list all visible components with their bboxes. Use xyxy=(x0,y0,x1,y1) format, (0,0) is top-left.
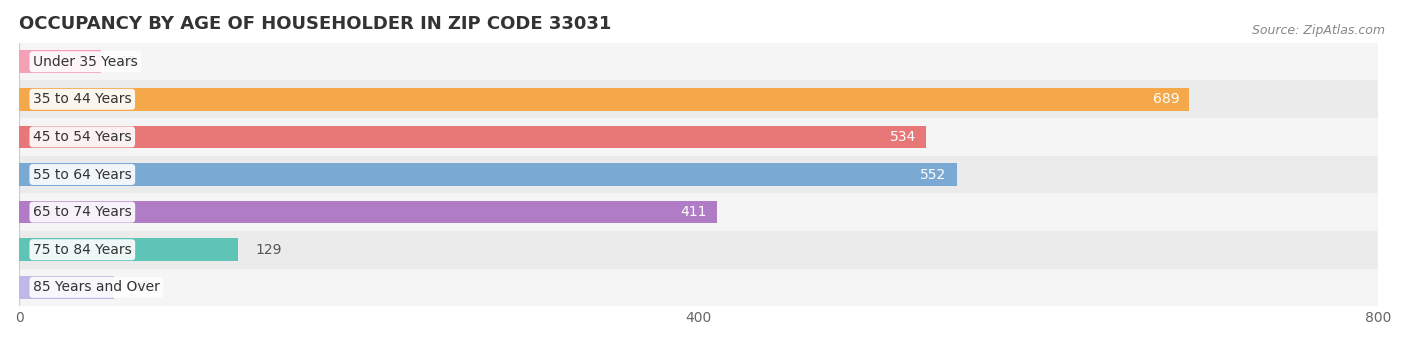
Text: 55 to 64 Years: 55 to 64 Years xyxy=(32,168,132,182)
Text: OCCUPANCY BY AGE OF HOUSEHOLDER IN ZIP CODE 33031: OCCUPANCY BY AGE OF HOUSEHOLDER IN ZIP C… xyxy=(20,15,612,33)
Text: 129: 129 xyxy=(256,243,283,257)
Text: 411: 411 xyxy=(681,205,707,219)
Bar xyxy=(20,276,114,299)
Text: Source: ZipAtlas.com: Source: ZipAtlas.com xyxy=(1251,24,1385,37)
Bar xyxy=(20,50,101,73)
Text: 552: 552 xyxy=(921,168,946,182)
Text: 75 to 84 Years: 75 to 84 Years xyxy=(32,243,132,257)
Text: Under 35 Years: Under 35 Years xyxy=(32,55,138,69)
Bar xyxy=(20,81,1378,118)
Bar xyxy=(20,269,1378,306)
Bar xyxy=(20,231,1378,269)
Text: 48: 48 xyxy=(118,55,135,69)
Bar xyxy=(20,156,1378,193)
Bar xyxy=(20,201,717,223)
Text: 689: 689 xyxy=(1153,92,1180,106)
Text: 35 to 44 Years: 35 to 44 Years xyxy=(32,92,132,106)
Bar xyxy=(20,193,1378,231)
Bar xyxy=(20,238,239,261)
Text: 45 to 54 Years: 45 to 54 Years xyxy=(32,130,132,144)
Bar xyxy=(20,163,956,186)
Text: 65 to 74 Years: 65 to 74 Years xyxy=(32,205,132,219)
Bar xyxy=(20,88,1189,110)
Bar xyxy=(20,118,1378,156)
Text: 534: 534 xyxy=(890,130,915,144)
Text: 85 Years and Over: 85 Years and Over xyxy=(32,280,160,294)
Bar xyxy=(20,125,927,148)
Bar xyxy=(20,43,1378,81)
Text: 56: 56 xyxy=(131,280,149,294)
